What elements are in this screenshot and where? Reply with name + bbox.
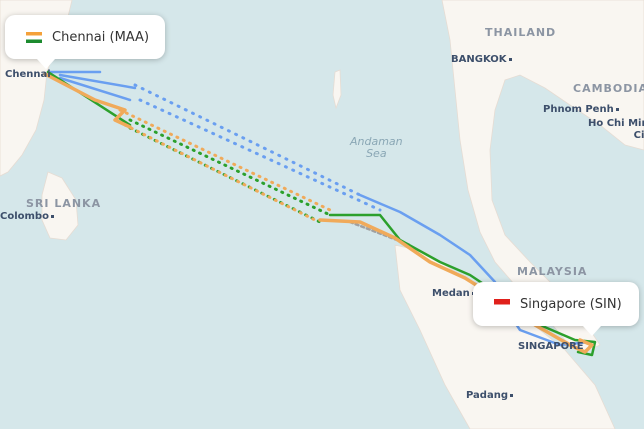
route-orange-dotted	[118, 108, 332, 222]
padang-text: Padang	[466, 390, 508, 401]
andaman-line1: Andaman	[350, 135, 403, 148]
mainland-southeast-asia	[441, 0, 644, 353]
label-ho-chi-minh: Ho Chi MinhCity	[588, 118, 644, 142]
label-andaman-sea: Andaman Sea	[350, 136, 403, 160]
andaman-line2: Sea	[366, 147, 387, 160]
label-malaysia: MALAYSIA	[517, 265, 588, 278]
hcmc-line2: City	[633, 130, 644, 141]
label-sri-lanka: SRI LANKA	[26, 197, 102, 210]
destination-label: Singapore (SIN)	[520, 296, 622, 312]
india-flag-icon	[26, 31, 42, 43]
flight-routes	[43, 70, 597, 357]
bangkok-text: BANGKOK	[451, 54, 507, 65]
label-singapore: SINGAPORE	[518, 341, 584, 352]
route-blue	[48, 70, 592, 347]
city-dot-icon	[50, 214, 54, 218]
origin-label: Chennai (MAA)	[52, 29, 150, 45]
label-chennai: Chennai	[5, 69, 51, 80]
label-bangkok: BANGKOK	[451, 54, 514, 65]
origin-popup[interactable]: Chennai (MAA)	[5, 15, 165, 69]
route-blue-dotted	[133, 83, 382, 212]
label-phnom-penh: Phnom Penh	[543, 104, 621, 115]
label-medan: Medan	[432, 288, 477, 299]
phnom-penh-text: Phnom Penh	[543, 104, 614, 115]
andaman-islands	[332, 69, 342, 110]
singapore-flag-icon	[494, 298, 510, 310]
city-dot-icon	[615, 107, 619, 111]
label-padang: Padang	[466, 390, 515, 401]
label-colombo: Colombo	[0, 211, 56, 222]
sri-lanka-landmass	[41, 171, 79, 241]
colombo-text: Colombo	[0, 211, 49, 222]
destination-popup[interactable]: Singapore (SIN)	[473, 282, 639, 336]
medan-text: Medan	[432, 288, 470, 299]
hcmc-line1: Ho Chi Minh	[588, 118, 644, 129]
city-dot-icon	[510, 393, 513, 397]
label-cambodia: CAMBODIA	[573, 82, 644, 95]
label-thailand: THAILAND	[485, 26, 557, 39]
route-green-dotted	[128, 118, 332, 224]
city-dot-icon	[508, 57, 512, 61]
